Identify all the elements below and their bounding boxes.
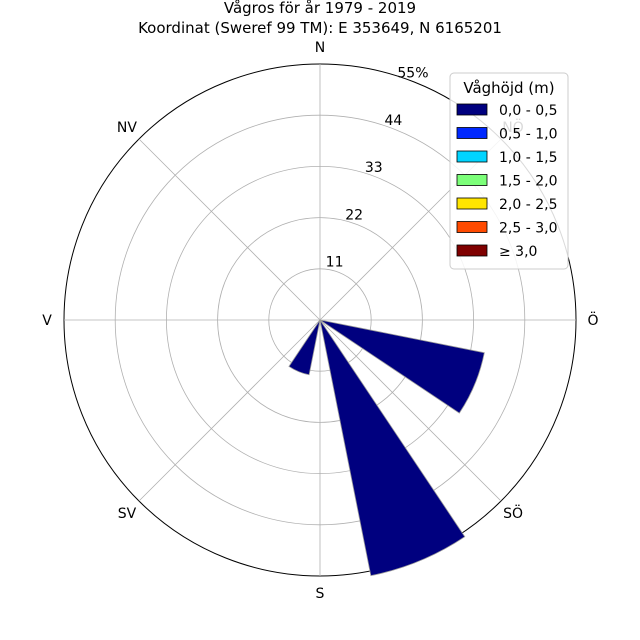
legend-swatch [456, 174, 488, 186]
radial-tick-label: 22 [345, 207, 363, 223]
rose-sector-202.5 [288, 319, 321, 376]
direction-label: Ö [587, 311, 598, 329]
chart-subtitle: Koordinat (Sweref 99 TM): E 353649, N 61… [138, 19, 502, 37]
chart-title: Vågros för år 1979 - 2019 [224, 0, 416, 17]
legend-entries: 0,0 - 0,5 0,5 - 1,0 1,0 - 1,5 1,5 - 2,0 2,0 … [456, 103, 557, 260]
radial-tick-label: 55% [397, 65, 428, 81]
grid-spoke [138, 138, 321, 321]
radial-tick-label: 44 [384, 113, 402, 129]
legend-swatch [456, 150, 488, 163]
radial-tick-labels: 11 22 33 44 55% [326, 65, 429, 270]
legend-label: 0,5 - 1,0 [499, 127, 557, 143]
grid-spoke [138, 319, 321, 502]
legend-label: 1,0 - 1,5 [499, 150, 557, 166]
legend-label: 2,5 - 3,0 [499, 221, 557, 237]
legend-title: Våghöjd (m) [463, 79, 554, 97]
direction-label: V [42, 313, 52, 329]
rose-sector-157.5 [319, 319, 466, 577]
legend-label: ≥ 3,0 [499, 244, 537, 260]
legend-swatch [456, 127, 488, 139]
legend-swatch [456, 221, 488, 233]
legend-label: 1,5 - 2,0 [499, 174, 557, 190]
direction-label: NV [117, 120, 137, 136]
direction-label: SÖ [503, 504, 523, 522]
legend-swatch [456, 103, 488, 116]
legend-label: 2,0 - 2,5 [499, 197, 557, 213]
grid-spoke [319, 319, 502, 502]
direction-label: SV [118, 506, 137, 522]
legend-box [449, 72, 569, 270]
polar-grid [63, 63, 577, 577]
legend: Våghöjd (m) 0,0 - 0,5 0,5 - 1,0 1,0 - 1,5 1… [449, 72, 569, 270]
legend-swatch [456, 244, 488, 257]
legend-label: 0,0 - 0,5 [499, 103, 557, 119]
direction-label: S [316, 586, 325, 602]
rose-sector-112.5 [319, 319, 485, 414]
radial-tick-label: 11 [326, 255, 344, 271]
radial-tick-label: 33 [365, 160, 383, 176]
legend-swatch [456, 197, 488, 210]
rose-sectors [288, 319, 485, 577]
direction-label: N [315, 40, 325, 56]
